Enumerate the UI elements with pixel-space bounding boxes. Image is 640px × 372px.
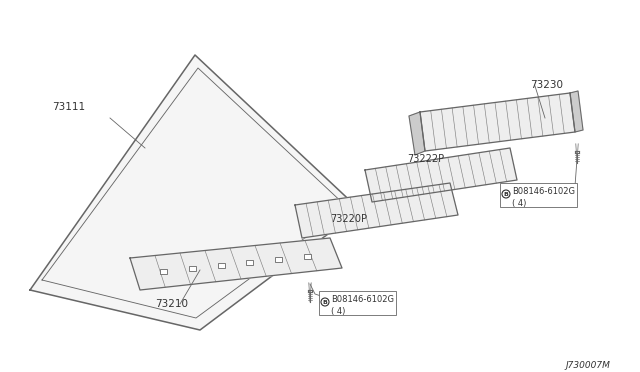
Text: B08146-6102G: B08146-6102G	[331, 295, 394, 304]
Bar	[189, 266, 196, 270]
Text: J730007M: J730007M	[565, 361, 610, 370]
Circle shape	[321, 298, 329, 306]
Text: 73220P: 73220P	[330, 214, 367, 224]
Text: ( 4): ( 4)	[512, 199, 526, 208]
Text: B: B	[323, 299, 328, 305]
Bar	[246, 260, 253, 264]
Text: B08146-6102G: B08146-6102G	[512, 187, 575, 196]
Text: B: B	[504, 192, 508, 196]
Polygon shape	[295, 183, 458, 238]
Text: 73222P: 73222P	[407, 154, 444, 164]
Polygon shape	[30, 55, 360, 330]
Text: 73230: 73230	[530, 80, 563, 90]
Text: ( 4): ( 4)	[331, 307, 346, 316]
Text: 73210: 73210	[155, 299, 188, 309]
Text: 73111: 73111	[52, 102, 85, 112]
Bar	[218, 263, 225, 267]
Polygon shape	[130, 238, 342, 290]
Polygon shape	[420, 93, 575, 151]
Bar	[304, 253, 311, 259]
Circle shape	[502, 190, 510, 198]
Polygon shape	[365, 148, 517, 202]
Bar	[160, 269, 167, 273]
Bar	[275, 257, 282, 262]
Polygon shape	[409, 112, 425, 155]
FancyBboxPatch shape	[319, 291, 396, 315]
FancyBboxPatch shape	[500, 183, 577, 207]
Polygon shape	[570, 91, 583, 132]
